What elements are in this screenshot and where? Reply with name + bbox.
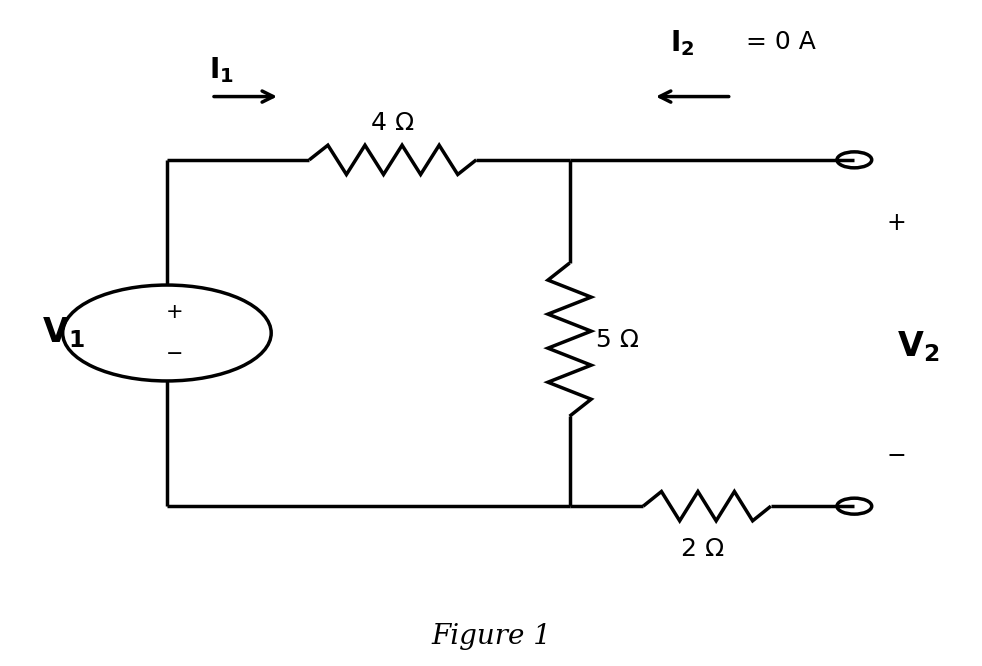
Text: 2 Ω: 2 Ω xyxy=(681,537,724,561)
Text: −: − xyxy=(887,444,906,468)
Text: $\mathbf{I}_\mathbf{1}$: $\mathbf{I}_\mathbf{1}$ xyxy=(208,55,234,85)
Text: +: + xyxy=(166,302,184,322)
Text: −: − xyxy=(166,344,184,364)
Text: 5 Ω: 5 Ω xyxy=(596,328,639,352)
Text: $\mathbf{V}_\mathbf{2}$: $\mathbf{V}_\mathbf{2}$ xyxy=(897,329,940,364)
Text: = 0 A: = 0 A xyxy=(746,30,816,54)
Text: $\mathbf{I}_\mathbf{2}$: $\mathbf{I}_\mathbf{2}$ xyxy=(671,29,694,58)
Text: +: + xyxy=(887,211,906,235)
Text: 4 Ω: 4 Ω xyxy=(371,111,414,135)
Text: Figure 1: Figure 1 xyxy=(431,623,551,649)
Text: $\mathbf{V}_\mathbf{1}$: $\mathbf{V}_\mathbf{1}$ xyxy=(42,316,85,350)
